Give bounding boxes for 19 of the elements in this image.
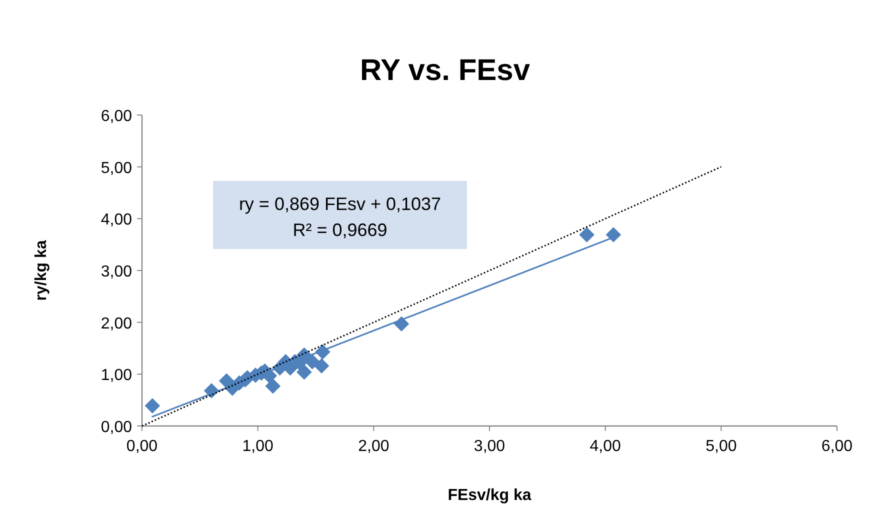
chart-title: RY vs. FEsv (360, 54, 530, 87)
x-tick-label: 3,00 (474, 438, 506, 455)
y-tick-label: 5,00 (100, 160, 132, 177)
x-tick-label: 6,00 (821, 438, 853, 455)
x-tick-label: 2,00 (358, 438, 390, 455)
y-tick-label: 6,00 (100, 108, 132, 125)
x-tick-label: 1,00 (242, 438, 274, 455)
annotation: R² = 0,9669 (292, 220, 388, 240)
y-tick-label: 3,00 (100, 264, 132, 280)
x-tick-label: 5,00 (706, 438, 737, 455)
y-tick-label: 1,00 (100, 367, 132, 384)
y-tick-label: 0,00 (100, 419, 132, 436)
y-axis-title: ry/kg ka (33, 240, 50, 301)
x-axis-title: FEsv/kg ka (448, 487, 532, 504)
annotation: ry = 0,869 FEsv + 0,1037 (238, 194, 442, 214)
y-tick-label: 2,00 (100, 315, 132, 332)
x-tick-label: 4,00 (590, 438, 622, 455)
y-tick-label: 4,00 (100, 212, 132, 229)
x-tick-label: 0,00 (126, 438, 158, 455)
